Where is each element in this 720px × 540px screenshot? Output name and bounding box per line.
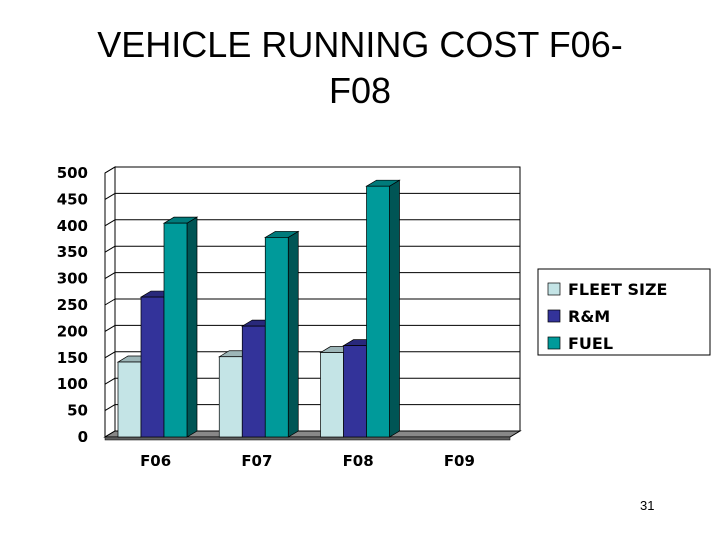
- legend-swatch: [547, 282, 561, 296]
- gridline-side: [104, 298, 116, 306]
- y-tick-label: 200: [57, 322, 88, 340]
- bar: [241, 325, 266, 438]
- plot-floor-edge: [104, 436, 511, 441]
- legend-swatch: [547, 309, 561, 323]
- slide-title-line-1: VEHICLE RUNNING COST F06-: [97, 24, 623, 65]
- slide-title: VEHICLE RUNNING COST F06- F08: [40, 22, 680, 114]
- bar-side: [186, 216, 198, 438]
- gridline-side: [104, 404, 116, 412]
- y-tick-label: 250: [57, 296, 88, 314]
- legend-box: [537, 268, 711, 356]
- bar: [343, 345, 367, 438]
- bar: [264, 237, 289, 438]
- gridline-side: [104, 245, 116, 253]
- y-tick-label: 450: [57, 190, 88, 208]
- legend-swatch: [547, 336, 561, 350]
- gridline-side: [104, 324, 116, 332]
- bar-side: [389, 179, 400, 438]
- bar-side: [287, 230, 299, 438]
- x-tick-label: F07: [241, 452, 272, 470]
- gridline-side: [104, 377, 116, 385]
- bar: [366, 185, 390, 438]
- x-tick-label: F08: [343, 452, 374, 470]
- y-tick-label: 150: [57, 349, 88, 367]
- y-tick-label: 50: [67, 402, 88, 420]
- slide-title-line-2: F08: [328, 70, 392, 111]
- x-tick-label: F09: [444, 452, 475, 470]
- y-tick-label: 350: [57, 243, 88, 261]
- legend-label: FUEL: [568, 334, 613, 353]
- gridline-side: [104, 219, 116, 227]
- bar: [218, 356, 243, 438]
- legend-label: FLEET SIZE: [568, 280, 667, 299]
- gridline-side: [104, 272, 116, 280]
- gridline-side: [104, 351, 116, 359]
- bar: [140, 296, 165, 438]
- gridline-side: [104, 166, 116, 174]
- y-tick-label: 100: [57, 375, 88, 393]
- bar: [163, 222, 188, 438]
- y-tick-label: 500: [57, 164, 88, 182]
- y-tick-label: 0: [78, 428, 88, 446]
- page-number: 31: [640, 498, 655, 513]
- gridline-side: [104, 192, 116, 200]
- y-tick-label: 400: [57, 217, 88, 235]
- bar: [117, 361, 142, 438]
- y-tick-label: 300: [57, 270, 88, 288]
- x-tick-label: F06: [140, 452, 171, 470]
- bar: [320, 352, 344, 438]
- legend-label: R&M: [568, 307, 610, 326]
